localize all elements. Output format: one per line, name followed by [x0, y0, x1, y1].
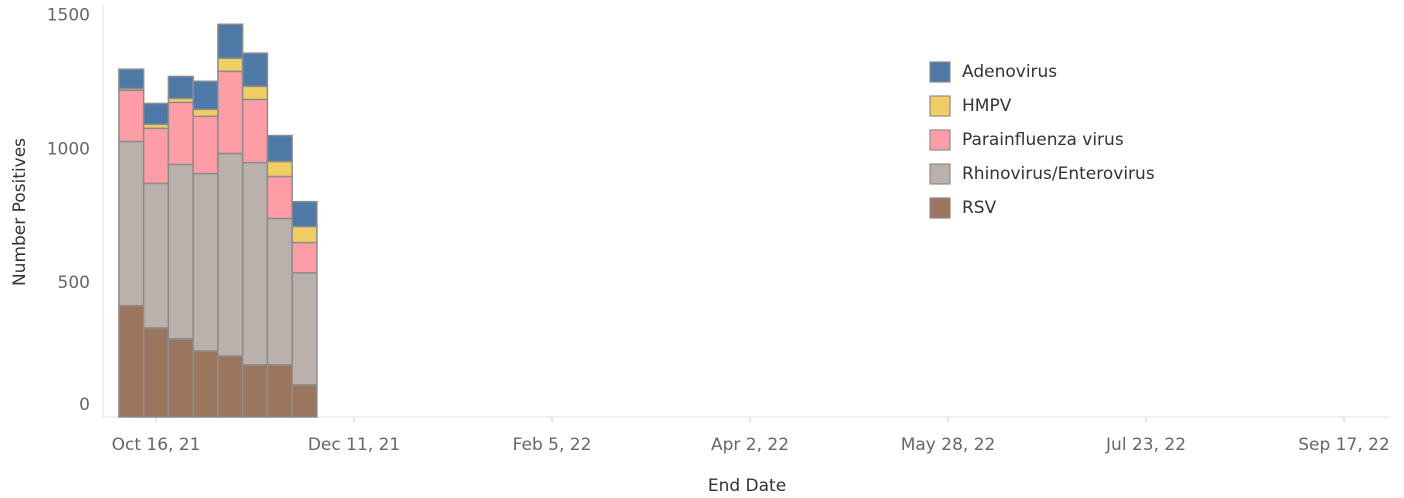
bar-segment [142, 127, 170, 185]
x-tick-label: Sep 17, 22 [1298, 435, 1390, 455]
bar-segment [291, 200, 318, 228]
bar-segment [241, 85, 269, 101]
bar-segment [118, 68, 145, 90]
bar-segment [241, 98, 269, 164]
legend-label: HMPV [962, 96, 1012, 116]
bar-segment [217, 152, 244, 357]
bar-segment [241, 161, 269, 366]
legend-label: Parainfluenza virus [962, 130, 1124, 150]
bar-segment [291, 225, 318, 244]
y-tick-label: 500 [58, 273, 90, 293]
bar-segment [241, 364, 269, 418]
bar-segment [266, 134, 293, 163]
bar-segment [118, 304, 145, 418]
bar-segment [167, 101, 194, 166]
legend-label: Rhinovirus/Enterovirus [962, 164, 1155, 184]
bar-segment [142, 182, 170, 329]
y-tick-label: 1000 [47, 139, 90, 159]
bar-segment [266, 160, 293, 178]
bar-segment [266, 217, 293, 366]
y-axis-title: Number Positives [10, 138, 30, 286]
bar-segment [217, 23, 244, 59]
bar-segment [192, 80, 219, 111]
y-tick-label: 0 [79, 395, 90, 415]
bar-segment [291, 272, 318, 386]
bar-segment [266, 364, 293, 418]
x-tick-label: Feb 5, 22 [513, 435, 592, 455]
bar-segment [118, 89, 145, 143]
legend-label: Adenovirus [962, 62, 1057, 82]
bar-segment [192, 108, 219, 118]
bar-segment [217, 70, 244, 155]
legend-swatch [929, 163, 951, 185]
x-tick-label: Apr 2, 22 [711, 435, 789, 455]
bar-segment [167, 338, 194, 418]
bar-segment [142, 102, 170, 126]
bar-segment [217, 355, 244, 418]
legend-swatch [929, 197, 951, 219]
y-tick-label: 1500 [47, 6, 90, 26]
bar-segment [241, 52, 269, 88]
bar-segment [167, 75, 194, 100]
bar-segment [118, 140, 145, 307]
x-axis-title: End Date [708, 476, 786, 496]
bar-segment [167, 163, 194, 340]
legend-swatch [929, 129, 951, 151]
x-tick-label: Dec 11, 21 [308, 435, 400, 455]
bar-segment [192, 172, 219, 352]
bar-segment [217, 57, 244, 73]
x-tick-label: May 28, 22 [901, 435, 996, 455]
legend-swatch [929, 95, 951, 117]
bar-segment [142, 327, 170, 418]
bar-segment [291, 384, 318, 418]
bar-segment [291, 241, 318, 274]
bar-segment [192, 115, 219, 175]
bar-segment [266, 175, 293, 220]
legend-label: RSV [962, 198, 997, 218]
x-tick-label: Jul 23, 22 [1105, 435, 1186, 455]
bar-segment [192, 350, 219, 418]
x-tick-label: Oct 16, 21 [112, 435, 201, 455]
legend-swatch [929, 61, 951, 83]
